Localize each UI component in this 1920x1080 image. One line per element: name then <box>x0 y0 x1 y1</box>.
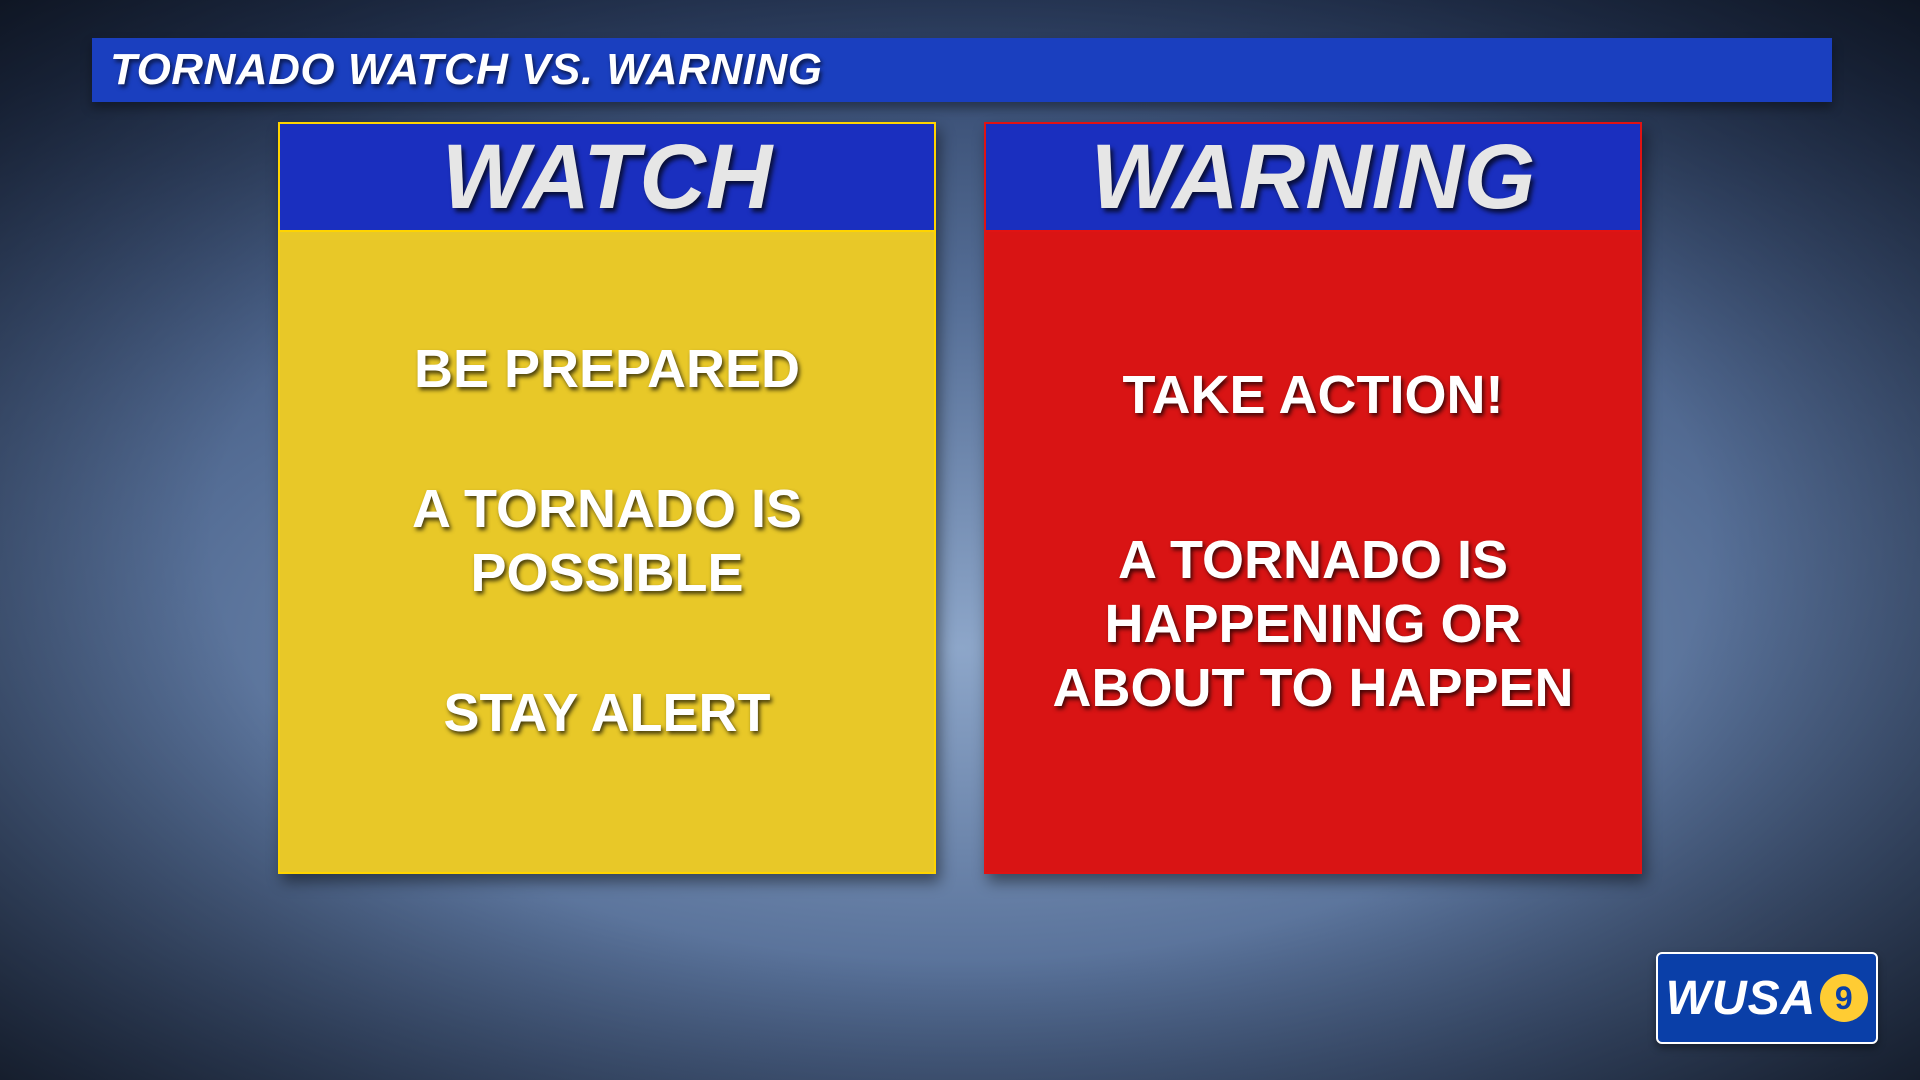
warning-card-title: WARNING <box>1091 125 1536 230</box>
title-bar: TORNADO WATCH VS. WARNING <box>92 38 1832 102</box>
station-logo-letters: WUSA <box>1666 971 1817 1026</box>
station-logo-digit: 9 <box>1820 974 1868 1022</box>
watch-card-title: WATCH <box>442 125 772 230</box>
warning-card-body: TAKE ACTION! A TORNADO IS HAPPENING OR AB… <box>986 232 1640 872</box>
warning-card-header: WARNING <box>986 124 1640 232</box>
warning-line-0: TAKE ACTION! <box>1123 364 1504 428</box>
watch-card-header: WATCH <box>280 124 934 232</box>
watch-line-2: STAY ALERT <box>443 682 770 746</box>
warning-line-1: A TORNADO IS HAPPENING OR ABOUT TO HAPPE… <box>1026 529 1600 720</box>
watch-line-0: BE PREPARED <box>414 338 800 402</box>
title-text: TORNADO WATCH VS. WARNING <box>110 45 822 95</box>
weather-graphic: TORNADO WATCH VS. WARNING WATCH BE PREPA… <box>0 0 1920 1080</box>
cards-row: WATCH BE PREPARED A TORNADO IS POSSIBLE ST… <box>0 122 1920 874</box>
watch-card-body: BE PREPARED A TORNADO IS POSSIBLE STAY ALE… <box>280 232 934 872</box>
warning-card: WARNING TAKE ACTION! A TORNADO IS HAPPENI… <box>984 122 1642 874</box>
station-logo: WUSA 9 <box>1656 952 1878 1044</box>
station-logo-text: WUSA 9 <box>1666 971 1869 1026</box>
watch-line-1: A TORNADO IS POSSIBLE <box>320 478 894 605</box>
watch-card: WATCH BE PREPARED A TORNADO IS POSSIBLE ST… <box>278 122 936 874</box>
